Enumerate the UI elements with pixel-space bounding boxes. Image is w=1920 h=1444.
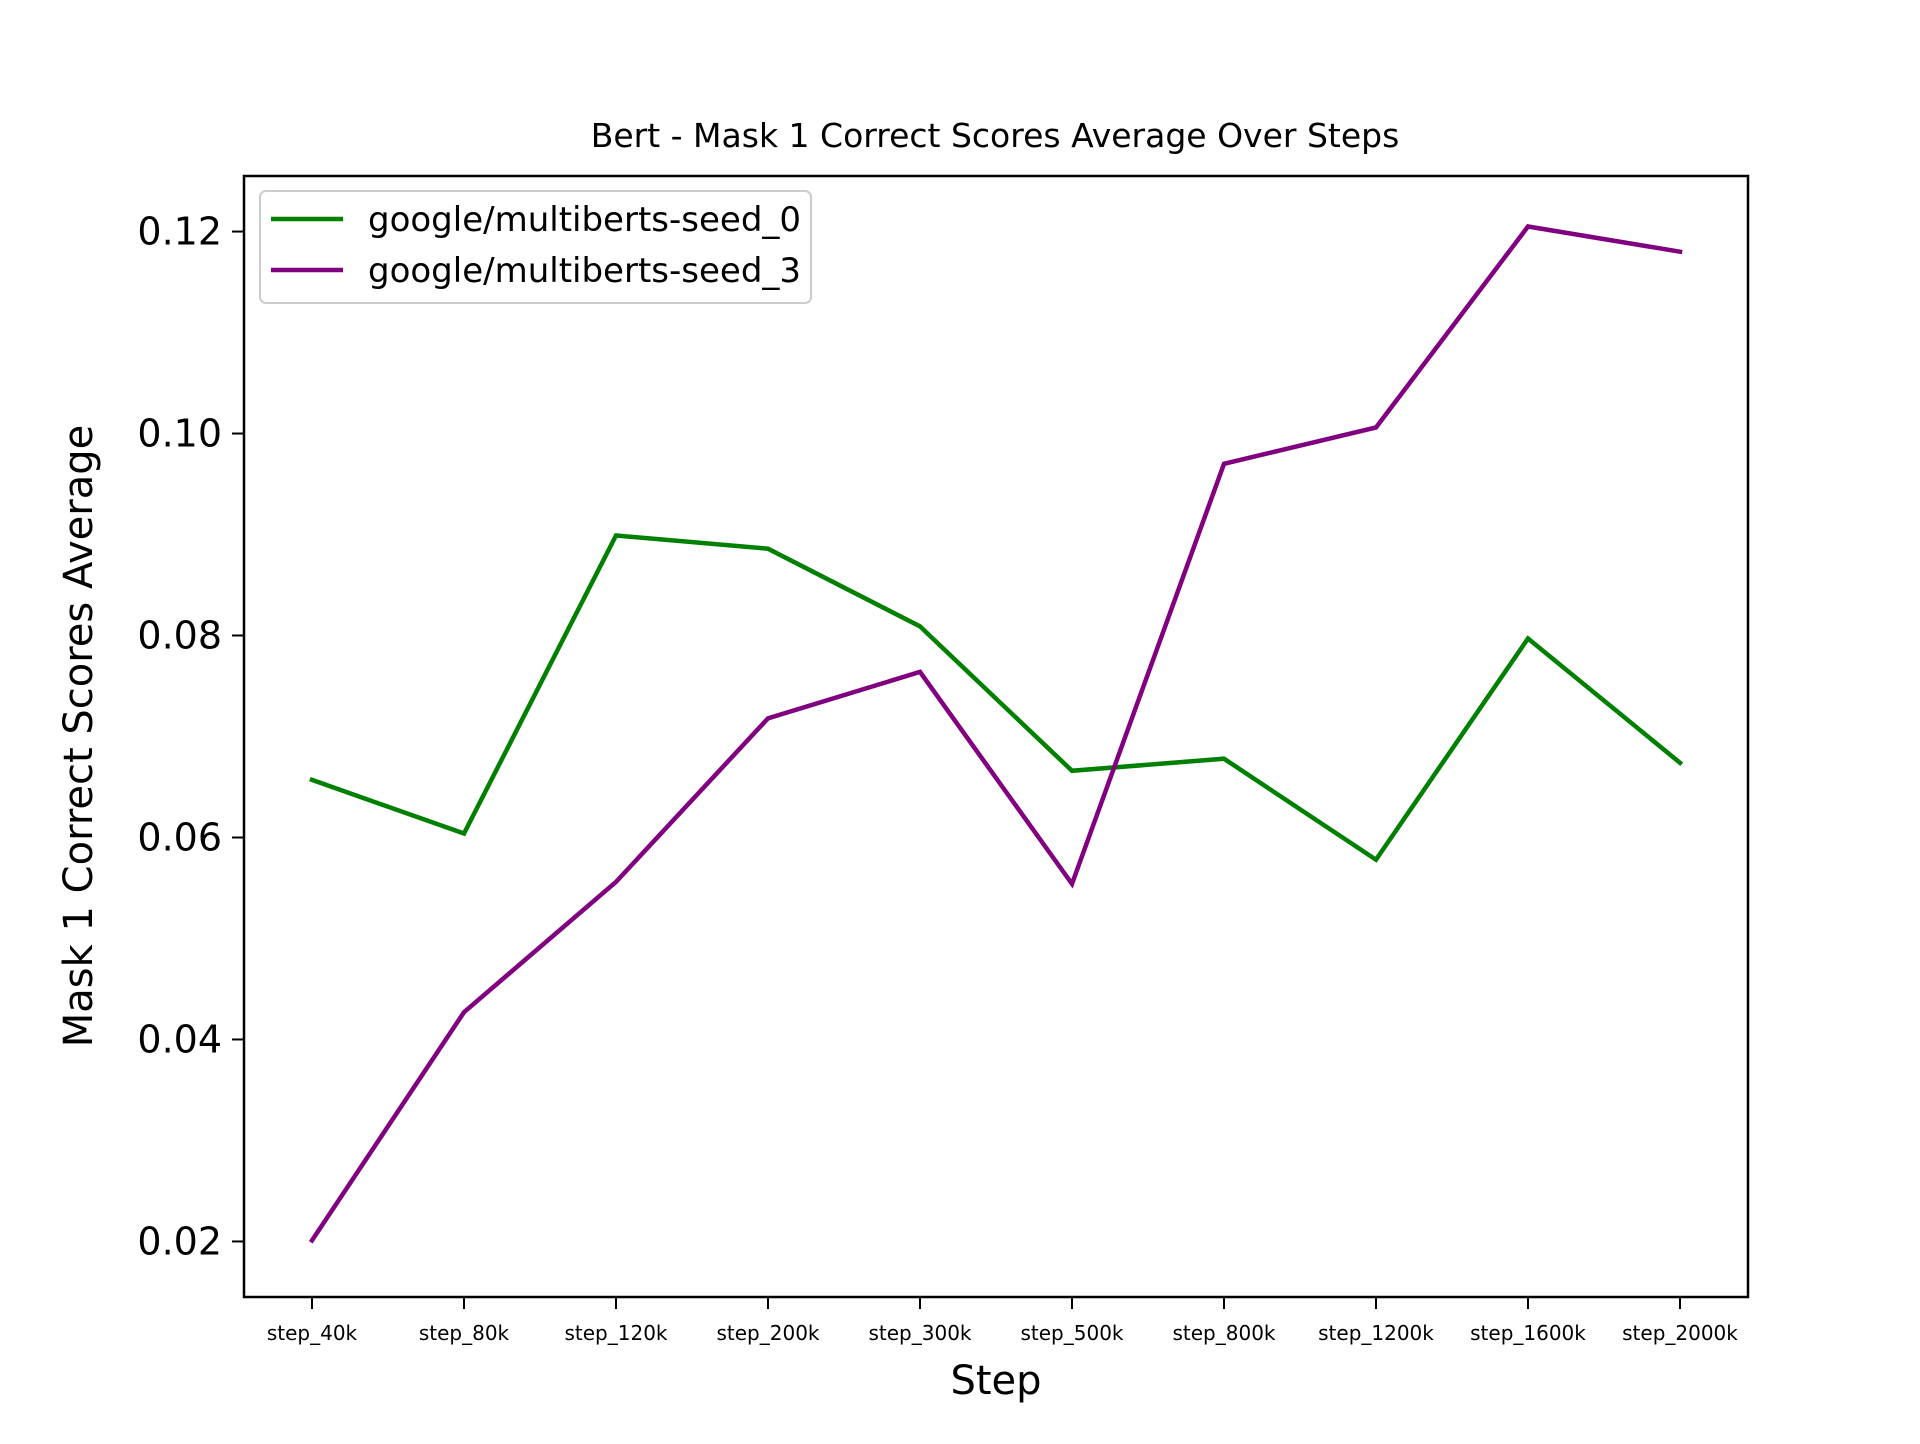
x-tick-label: step_80k [419,1321,510,1345]
x-tick-label: step_200k [716,1321,819,1345]
y-tick-label: 0.08 [137,614,222,658]
chart-title: Bert - Mask 1 Correct Scores Average Ove… [591,116,1400,155]
x-tick-label: step_800k [1172,1321,1275,1345]
y-tick-label: 0.02 [137,1219,222,1263]
legend-label-seed-0: google/multiberts-seed_0 [368,200,801,240]
x-tick-label: step_1600k [1470,1321,1586,1345]
legend: google/multiberts-seed_0 google/multiber… [260,191,811,303]
x-tick-label: step_1200k [1318,1321,1434,1345]
x-tick-label: step_120k [564,1321,667,1345]
x-tick-label: step_300k [868,1321,971,1345]
y-tick-label: 0.12 [137,210,222,254]
y-tick-label: 0.04 [137,1017,222,1061]
x-axis-label: Step [950,1358,1041,1404]
x-tick-label: step_40k [267,1321,358,1345]
legend-label-seed-3: google/multiberts-seed_3 [368,251,801,291]
y-axis-label: Mask 1 Correct Scores Average [56,425,102,1047]
x-tick-label: step_2000k [1622,1321,1738,1345]
y-tick-label: 0.06 [137,815,222,859]
y-tick-label: 0.10 [137,412,222,456]
x-tick-label: step_500k [1020,1321,1123,1345]
